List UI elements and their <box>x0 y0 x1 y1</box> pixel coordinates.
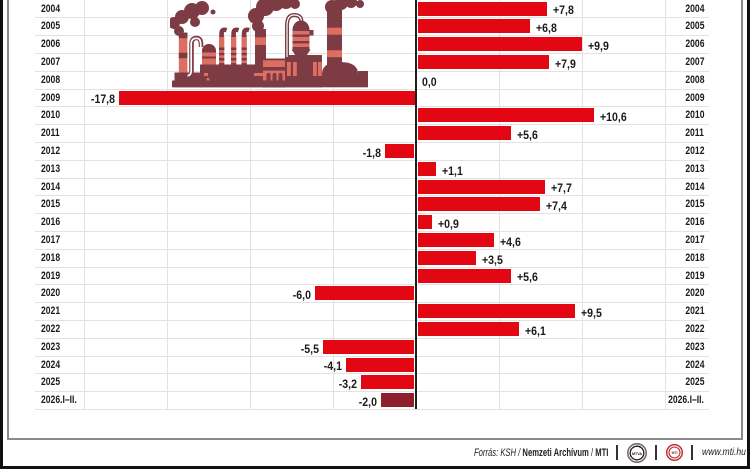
svg-text:MTI: MTI <box>671 451 677 455</box>
svg-text:MTVA: MTVA <box>632 451 642 455</box>
